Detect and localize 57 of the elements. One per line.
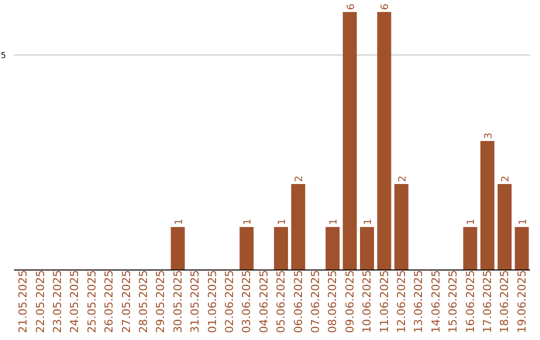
x-tick-label: 27.05.2025: [120, 270, 133, 333]
x-tick-label: 18.06.2025: [498, 270, 512, 333]
bar: [498, 184, 512, 270]
x-tick-label: 08.06.2025: [326, 270, 340, 333]
data-label: 1: [174, 218, 185, 225]
data-label: 6: [346, 4, 357, 10]
x-tick-label: 15.06.2025: [446, 270, 460, 333]
data-label: 1: [277, 218, 288, 225]
bar: [480, 141, 494, 270]
x-tick-label: 12.06.2025: [395, 270, 408, 333]
x-tick-label: 11.06.2025: [378, 270, 391, 333]
x-tick-label: 01.06.2025: [206, 270, 219, 333]
x-tick-label: 06.06.2025: [292, 270, 305, 333]
bar: [463, 227, 478, 270]
x-tick-label: 03.06.2025: [240, 270, 254, 333]
x-tick-label: 28.05.2025: [137, 270, 150, 333]
x-tick-label: 31.05.2025: [188, 270, 202, 333]
bar: [342, 12, 357, 270]
data-label: 6: [380, 4, 392, 10]
data-label: 3: [483, 132, 494, 139]
data-label: 1: [242, 218, 254, 225]
x-tick-label: 17.06.2025: [481, 270, 494, 333]
x-tick-label: 24.05.2025: [68, 270, 82, 333]
data-label: 2: [500, 176, 512, 182]
data-label: 1: [518, 218, 529, 225]
x-tick-label: 13.06.2025: [412, 270, 426, 333]
bar: [394, 184, 408, 270]
x-tick-label: 22.05.2025: [34, 270, 47, 333]
x-tick-label: 14.06.2025: [429, 270, 442, 333]
x-tick-label: 19.06.2025: [515, 270, 528, 333]
bar: [274, 227, 288, 270]
data-label: 2: [397, 176, 408, 182]
x-tick-label: 05.06.2025: [274, 270, 288, 333]
data-label: 1: [328, 218, 340, 225]
y-tick-label: 5: [0, 50, 6, 60]
x-tick-label: 25.05.2025: [85, 270, 98, 333]
x-tick-label: 26.05.2025: [102, 270, 116, 333]
x-tick-label: 30.05.2025: [171, 270, 184, 333]
bar: [170, 227, 185, 270]
x-tick-label: 07.06.2025: [309, 270, 322, 333]
bar: [291, 184, 306, 270]
bar: [377, 12, 392, 270]
bar: [240, 227, 254, 270]
x-tick-label: 23.05.2025: [51, 270, 64, 333]
data-label: 1: [363, 218, 374, 225]
x-tick-label: 21.05.2025: [16, 270, 30, 333]
bar: [326, 227, 340, 270]
x-tick-label: 04.06.2025: [257, 270, 270, 333]
x-tick-label: 10.06.2025: [360, 270, 374, 333]
x-tick-label: 29.05.2025: [154, 270, 168, 333]
x-tick-label: 02.06.2025: [223, 270, 236, 333]
bar: [360, 227, 374, 270]
x-tick-label: 16.06.2025: [464, 270, 477, 333]
data-label: 2: [294, 176, 306, 182]
bar: [514, 227, 529, 270]
x-tick-label: 09.06.2025: [343, 270, 356, 333]
data-label: 1: [466, 218, 478, 225]
